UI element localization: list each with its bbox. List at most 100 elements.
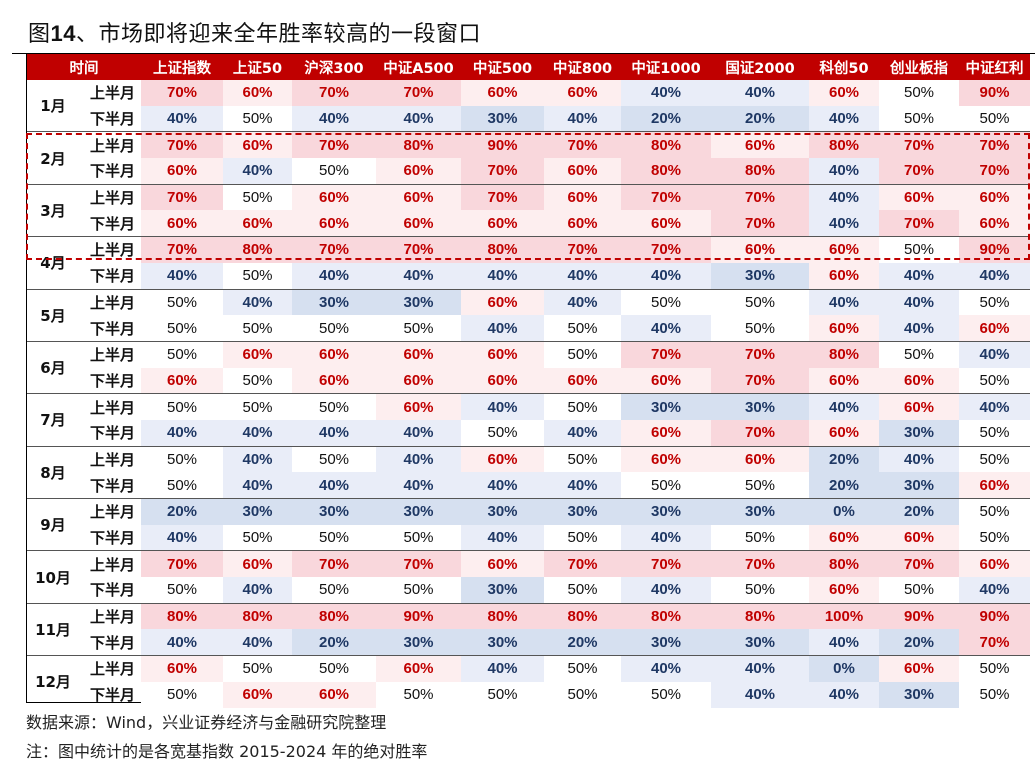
win-rate-cell: 50% bbox=[879, 236, 959, 263]
half-month-label: 上半月 bbox=[89, 84, 135, 103]
win-rate-cell: 50% bbox=[879, 340, 959, 368]
win-rate-cell: 80% bbox=[223, 236, 292, 263]
half-month-label: 上半月 bbox=[79, 340, 141, 368]
win-rate-cell: 80% bbox=[809, 550, 879, 578]
win-rate-cell: 60% bbox=[292, 210, 376, 237]
win-rate-cell: 70% bbox=[621, 236, 711, 263]
table-row: 下半月 60% 40% 50% 60% 70% 60% 80% 80% 40% 70% 70% bbox=[27, 158, 1030, 185]
month-label: 7月 bbox=[27, 393, 79, 447]
table-row: 下半月 40% 40% 40% 40% 50% 40% 60% 70% 60% 30% 50% bbox=[27, 419, 1030, 447]
win-rate-cell: 40% bbox=[621, 524, 711, 551]
win-rate-cell: 50% bbox=[461, 681, 544, 708]
win-rate-cell: 60% bbox=[711, 131, 809, 159]
win-rate-cell: 50% bbox=[959, 288, 1030, 316]
half-month-label: 下半月 bbox=[89, 686, 135, 705]
win-rate-cell: 70% bbox=[959, 158, 1030, 185]
win-rate-cell: 50% bbox=[292, 577, 376, 604]
header-index: 中证500 bbox=[461, 54, 544, 80]
win-rate-cell: 90% bbox=[959, 602, 1030, 630]
win-rate-cell: 60% bbox=[223, 131, 292, 159]
win-rate-cell: 50% bbox=[292, 655, 376, 682]
win-rate-cell: 90% bbox=[879, 602, 959, 630]
win-rate-table: 时间 上证指数 上证50 沪深300 中证A500 中证500 中证800 中证1000 国证2… bbox=[27, 54, 1030, 708]
win-rate-cell: 40% bbox=[711, 80, 809, 106]
win-rate-cell: 50% bbox=[544, 315, 621, 342]
win-rate-cell: 60% bbox=[621, 419, 711, 447]
win-rate-cell: 90% bbox=[376, 602, 461, 630]
win-rate-cell: 40% bbox=[621, 80, 711, 106]
win-rate-cell: 60% bbox=[223, 210, 292, 237]
win-rate-cell: 50% bbox=[544, 340, 621, 368]
win-rate-cell: 30% bbox=[621, 393, 711, 420]
half-month-label: 上半月 bbox=[79, 288, 141, 316]
win-rate-cell: 30% bbox=[376, 629, 461, 656]
win-rate-cell: 60% bbox=[141, 158, 223, 185]
win-rate-cell: 60% bbox=[376, 655, 461, 682]
half-month-label: 下半月 bbox=[89, 476, 135, 495]
win-rate-cell: 60% bbox=[544, 367, 621, 394]
win-rate-cell: 40% bbox=[141, 629, 223, 656]
win-rate-cell: 60% bbox=[621, 367, 711, 394]
win-rate-cell: 60% bbox=[292, 681, 376, 708]
win-rate-cell: 20% bbox=[292, 629, 376, 656]
title-divider bbox=[12, 53, 1035, 54]
win-rate-cell: 40% bbox=[621, 577, 711, 604]
half-month-label: 上半月 bbox=[79, 236, 141, 263]
win-rate-cell: 70% bbox=[879, 210, 959, 237]
half-month-label: 上半月 bbox=[79, 183, 141, 211]
win-rate-cell: 30% bbox=[879, 472, 959, 499]
footnote: 注：图中统计的是各宽基指数 2015-2024 年的绝对胜率 bbox=[26, 742, 428, 761]
table-row: 12月 上半月 60% 50% 50% 60% 40% 50% 40% 40% 0% 60% 50% bbox=[27, 655, 1030, 708]
win-rate-cell: 40% bbox=[711, 655, 809, 682]
win-rate-cell: 40% bbox=[223, 288, 292, 316]
win-rate-cell: 70% bbox=[711, 183, 809, 211]
win-rate-cell: 40% bbox=[461, 655, 544, 682]
month-label: 11月 bbox=[27, 602, 79, 656]
win-rate-cell: 20% bbox=[809, 445, 879, 473]
win-rate-cell: 50% bbox=[376, 315, 461, 342]
half-month-label: 上半月 bbox=[79, 131, 141, 159]
source-note: 数据来源：Wind，兴业证券经济与金融研究院整理 bbox=[26, 713, 387, 732]
win-rate-cell: 50% bbox=[711, 288, 809, 316]
table-row: 6月 上半月 50% 60% 60% 60% 60% 50% 70% 70% 80% 50% 40% bbox=[27, 340, 1030, 394]
win-rate-cell: 40% bbox=[879, 445, 959, 473]
win-rate-cell: 50% bbox=[376, 524, 461, 551]
win-rate-cell: 60% bbox=[711, 236, 809, 263]
win-rate-cell: 50% bbox=[223, 183, 292, 211]
win-rate-cell: 50% bbox=[959, 419, 1030, 447]
win-rate-cell: 60% bbox=[879, 655, 959, 682]
win-rate-cell: 50% bbox=[711, 315, 809, 342]
half-month-label: 上半月 bbox=[79, 393, 141, 420]
win-rate-cell: 60% bbox=[292, 340, 376, 368]
win-rate-cell: 50% bbox=[292, 393, 376, 420]
win-rate-cell: 40% bbox=[292, 262, 376, 289]
win-rate-cell: 50% bbox=[959, 105, 1030, 132]
win-rate-cell: 20% bbox=[621, 105, 711, 132]
month-label: 2月 bbox=[27, 131, 79, 185]
win-rate-cell: 50% bbox=[879, 577, 959, 604]
win-rate-cell: 60% bbox=[959, 210, 1030, 237]
win-rate-cell: 60% bbox=[809, 577, 879, 604]
win-rate-cell: 60% bbox=[461, 367, 544, 394]
win-rate-cell: 60% bbox=[959, 550, 1030, 578]
title-prefix: 图 bbox=[28, 22, 51, 47]
win-rate-cell: 90% bbox=[959, 80, 1030, 106]
half-month-label: 下半月 bbox=[89, 371, 135, 390]
win-rate-cell: 50% bbox=[141, 315, 223, 342]
win-rate-cell: 70% bbox=[711, 419, 809, 447]
win-rate-cell: 40% bbox=[711, 681, 809, 708]
win-rate-cell: 20% bbox=[544, 629, 621, 656]
win-rate-cell: 40% bbox=[223, 445, 292, 473]
win-rate-cell: 40% bbox=[621, 262, 711, 289]
win-rate-cell: 50% bbox=[376, 681, 461, 708]
win-rate-cell: 40% bbox=[141, 524, 223, 551]
table-row: 3月 上半月 70% 50% 60% 60% 70% 60% 70% 70% 40% 60% 60% bbox=[27, 183, 1030, 237]
header-index: 国证2000 bbox=[711, 54, 809, 80]
half-month-label: 下半月 bbox=[89, 214, 135, 233]
win-rate-cell: 60% bbox=[809, 236, 879, 263]
header-time: 时间 bbox=[27, 54, 141, 80]
win-rate-cell: 50% bbox=[141, 577, 223, 604]
table-header-row: 时间 上证指数 上证50 沪深300 中证A500 中证500 中证800 中证1000 国证2… bbox=[27, 54, 1030, 80]
win-rate-cell: 50% bbox=[544, 577, 621, 604]
win-rate-cell: 40% bbox=[544, 472, 621, 499]
